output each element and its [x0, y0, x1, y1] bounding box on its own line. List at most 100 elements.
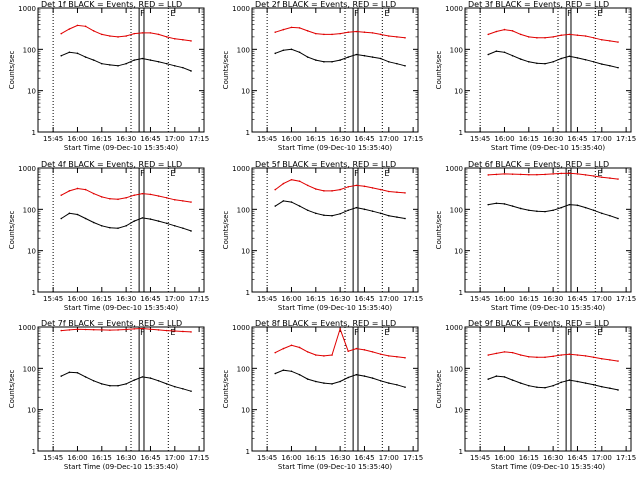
data-point-lld	[157, 195, 160, 197]
data-point-lld	[282, 347, 285, 350]
data-point-events	[323, 60, 325, 63]
marker-label-e: E	[597, 9, 602, 18]
y-tick-label: 1000	[18, 324, 36, 332]
plot-frame	[37, 326, 205, 452]
x-tick-label: 17:15	[616, 135, 636, 143]
chart-title: Det 2f BLACK = Events, RED = LLD	[255, 0, 396, 9]
data-point-events	[511, 379, 514, 381]
data-point-lld	[363, 185, 366, 188]
x-tick-label: 17:00	[592, 454, 612, 462]
x-tick-label: 16:00	[281, 135, 301, 143]
data-point-lld	[339, 328, 341, 330]
data-point-events	[133, 59, 136, 61]
chart-panel-6: Det 6f BLACK = Events, RED = LLD 1 10 100 10…	[435, 160, 636, 312]
plot-frame	[251, 7, 419, 133]
data-point-lld	[495, 173, 498, 176]
data-point-events	[109, 226, 111, 229]
plot-frame	[251, 167, 419, 293]
data-point-events	[76, 371, 79, 374]
data-point-events	[141, 217, 144, 219]
data-point-lld	[282, 28, 285, 31]
data-point-lld	[274, 351, 277, 354]
x-tick-label: 16:00	[67, 295, 87, 303]
y-tick-label: 1000	[232, 165, 250, 173]
data-point-events	[592, 209, 595, 212]
data-point-events	[174, 385, 176, 388]
data-point-events	[339, 380, 341, 383]
x-tick-label: 16:15	[92, 295, 112, 303]
data-point-lld	[117, 198, 119, 201]
data-point-events	[544, 210, 546, 213]
data-point-lld	[371, 351, 374, 353]
x-tick-label: 16:00	[281, 295, 301, 303]
data-point-lld	[84, 188, 87, 191]
marker-label-e: E	[170, 169, 175, 178]
x-tick-label: 17:00	[165, 295, 185, 303]
data-point-lld	[165, 329, 168, 332]
x-tick-label: 17:00	[165, 454, 185, 462]
data-point-lld	[290, 178, 293, 181]
data-point-lld	[68, 329, 71, 331]
data-point-lld	[306, 30, 309, 32]
data-point-lld	[552, 355, 554, 358]
data-point-lld	[609, 177, 611, 179]
data-point-lld	[347, 31, 350, 33]
data-point-events	[306, 209, 309, 212]
x-tick-label: 16:30	[330, 454, 350, 462]
data-point-lld	[592, 37, 595, 39]
data-point-events	[592, 383, 595, 386]
data-point-lld	[182, 39, 184, 41]
data-point-events	[190, 230, 192, 232]
series-line-events	[275, 369, 406, 388]
marker-label-f: F	[140, 328, 145, 337]
x-tick-label: 16:15	[306, 295, 326, 303]
x-axis-label: Start Time (09-Dec-10 15:35:40)	[64, 144, 178, 152]
data-point-lld	[355, 30, 358, 33]
data-point-events	[617, 217, 619, 220]
x-tick-label: 17:00	[379, 135, 399, 143]
data-point-events	[68, 371, 71, 374]
marker-label-e: E	[170, 328, 175, 337]
data-point-lld	[141, 327, 144, 330]
y-tick-label: 1000	[445, 165, 463, 173]
data-point-events	[511, 205, 514, 207]
x-tick-label: 17:15	[616, 454, 636, 462]
data-point-lld	[149, 193, 152, 196]
data-point-events	[306, 378, 309, 380]
data-point-lld	[404, 356, 406, 359]
y-tick-label: 100	[237, 365, 250, 373]
chart-title: Det 6f BLACK = Events, RED = LLD	[468, 160, 609, 169]
y-axis-label: Counts/sec	[435, 370, 443, 409]
y-axis-label: Counts/sec	[222, 211, 230, 250]
data-point-events	[544, 386, 546, 389]
chart-title: Det 5f BLACK = Events, RED = LLD	[255, 160, 396, 169]
data-point-lld	[503, 173, 506, 175]
x-tick-label: 17:00	[165, 135, 185, 143]
data-point-events	[371, 377, 374, 379]
data-point-lld	[165, 36, 168, 38]
y-tick-label: 10	[454, 407, 463, 415]
data-point-lld	[544, 173, 546, 176]
y-axis-label: Counts/sec	[8, 51, 16, 90]
data-point-lld	[503, 28, 506, 31]
x-tick-label: 17:00	[379, 295, 399, 303]
data-point-events	[536, 62, 538, 65]
y-axis-label: Counts/sec	[8, 370, 16, 409]
x-tick-label: 16:30	[543, 454, 563, 462]
x-tick-label: 16:30	[543, 295, 563, 303]
marker-label-f: F	[354, 169, 359, 178]
data-point-lld	[511, 351, 514, 354]
y-tick-label: 1000	[18, 5, 36, 13]
data-point-events	[576, 57, 579, 59]
data-point-events	[519, 382, 522, 384]
data-point-events	[306, 56, 309, 58]
data-point-lld	[371, 32, 374, 34]
data-point-events	[560, 57, 563, 60]
data-point-events	[174, 64, 176, 67]
data-point-events	[568, 55, 571, 58]
chart-title: Det 8f BLACK = Events, RED = LLD	[255, 319, 396, 328]
x-tick-label: 16:15	[519, 454, 539, 462]
data-point-events	[282, 49, 285, 52]
x-tick-label: 16:45	[354, 135, 374, 143]
